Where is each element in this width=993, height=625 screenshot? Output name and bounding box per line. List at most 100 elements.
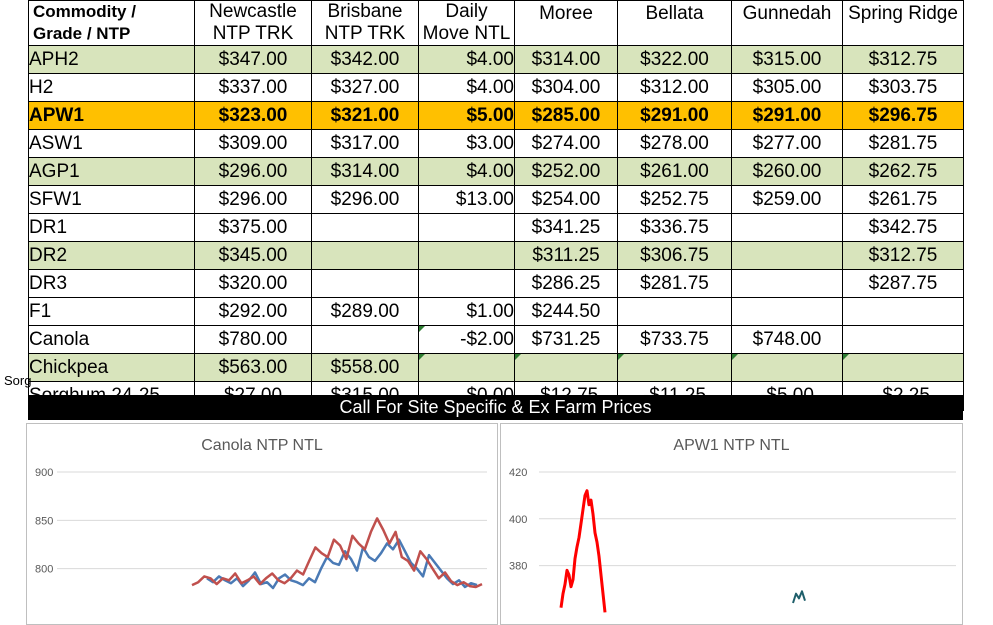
price-cell[interactable]: $291.00 xyxy=(617,101,732,130)
price-cell[interactable] xyxy=(617,297,732,326)
price-cell[interactable] xyxy=(731,213,843,242)
price-cell[interactable]: $252.00 xyxy=(514,157,618,186)
price-cell[interactable] xyxy=(311,241,419,270)
price-cell[interactable]: $337.00 xyxy=(194,73,312,102)
price-cell[interactable]: $321.00 xyxy=(311,101,419,130)
price-cell[interactable] xyxy=(842,325,964,354)
price-cell[interactable] xyxy=(418,269,515,298)
price-cell[interactable]: $558.00 xyxy=(311,353,419,382)
price-cell[interactable]: $260.00 xyxy=(731,157,843,186)
price-cell[interactable]: $342.75 xyxy=(842,213,964,242)
price-cell[interactable]: $274.00 xyxy=(514,129,618,158)
price-cell[interactable] xyxy=(418,213,515,242)
price-cell[interactable]: $4.00 xyxy=(418,45,515,74)
price-cell[interactable]: $314.00 xyxy=(311,157,419,186)
price-cell[interactable]: $748.00 xyxy=(731,325,843,354)
price-cell[interactable] xyxy=(311,269,419,298)
price-cell[interactable]: $296.00 xyxy=(311,185,419,214)
price-cell[interactable]: $296.00 xyxy=(194,185,312,214)
grade-cell[interactable]: AGP1 xyxy=(28,157,195,186)
price-cell[interactable]: $292.00 xyxy=(194,297,312,326)
price-cell[interactable] xyxy=(514,353,618,382)
price-cell[interactable]: $278.00 xyxy=(617,129,732,158)
grade-cell[interactable]: DR1 xyxy=(28,213,195,242)
header-brisbane[interactable]: Brisbane NTP TRK xyxy=(311,0,419,46)
price-cell[interactable]: $289.00 xyxy=(311,297,419,326)
price-cell[interactable]: $305.00 xyxy=(731,73,843,102)
price-cell[interactable]: $311.25 xyxy=(514,241,618,270)
price-cell[interactable]: $309.00 xyxy=(194,129,312,158)
price-cell[interactable] xyxy=(311,213,419,242)
price-cell[interactable]: $327.00 xyxy=(311,73,419,102)
grade-cell[interactable]: ASW1 xyxy=(28,129,195,158)
grade-cell[interactable]: Chickpea xyxy=(28,353,195,382)
price-cell[interactable]: $296.00 xyxy=(194,157,312,186)
price-cell[interactable]: $296.75 xyxy=(842,101,964,130)
price-cell[interactable]: $244.50 xyxy=(514,297,618,326)
price-cell[interactable]: $1.00 xyxy=(418,297,515,326)
price-cell[interactable]: $285.00 xyxy=(514,101,618,130)
price-cell[interactable]: $281.75 xyxy=(617,269,732,298)
price-cell[interactable]: $262.75 xyxy=(842,157,964,186)
price-cell[interactable]: $780.00 xyxy=(194,325,312,354)
grade-cell[interactable]: F1 xyxy=(28,297,195,326)
price-cell[interactable] xyxy=(731,269,843,298)
price-cell[interactable]: $259.00 xyxy=(731,185,843,214)
price-cell[interactable]: -$2.00 xyxy=(418,325,515,354)
price-cell[interactable]: $312.75 xyxy=(842,241,964,270)
header-moree[interactable]: Moree xyxy=(514,0,618,46)
price-cell[interactable]: $281.75 xyxy=(842,129,964,158)
price-cell[interactable]: $252.75 xyxy=(617,185,732,214)
grade-cell[interactable]: H2 xyxy=(28,73,195,102)
price-cell[interactable]: $3.00 xyxy=(418,129,515,158)
price-cell[interactable]: $314.00 xyxy=(514,45,618,74)
price-cell[interactable]: $304.00 xyxy=(514,73,618,102)
price-cell[interactable] xyxy=(617,353,732,382)
price-cell[interactable]: $287.75 xyxy=(842,269,964,298)
price-cell[interactable]: $317.00 xyxy=(311,129,419,158)
header-bellata[interactable]: Bellata xyxy=(617,0,732,46)
price-cell[interactable] xyxy=(842,297,964,326)
price-cell[interactable]: $345.00 xyxy=(194,241,312,270)
price-cell[interactable]: $13.00 xyxy=(418,185,515,214)
price-cell[interactable]: $323.00 xyxy=(194,101,312,130)
price-cell[interactable] xyxy=(731,241,843,270)
price-cell[interactable] xyxy=(311,325,419,354)
price-cell[interactable]: $261.75 xyxy=(842,185,964,214)
header-gunnedah[interactable]: Gunnedah xyxy=(731,0,843,46)
price-cell[interactable]: $312.00 xyxy=(617,73,732,102)
price-cell[interactable]: $306.75 xyxy=(617,241,732,270)
price-cell[interactable]: $341.25 xyxy=(514,213,618,242)
header-commodity[interactable]: Commodity / Grade / NTP xyxy=(28,0,195,46)
price-cell[interactable]: $336.75 xyxy=(617,213,732,242)
grade-cell[interactable]: DR2 xyxy=(28,241,195,270)
price-cell[interactable] xyxy=(731,297,843,326)
price-cell[interactable]: $375.00 xyxy=(194,213,312,242)
price-cell[interactable]: $731.25 xyxy=(514,325,618,354)
price-cell[interactable]: $312.75 xyxy=(842,45,964,74)
grade-cell[interactable]: APW1 xyxy=(28,101,195,130)
grade-cell[interactable]: SFW1 xyxy=(28,185,195,214)
price-cell[interactable]: $315.00 xyxy=(731,45,843,74)
header-daily-move[interactable]: Daily Move NTL xyxy=(418,0,515,46)
price-cell[interactable]: $286.25 xyxy=(514,269,618,298)
price-cell[interactable]: $342.00 xyxy=(311,45,419,74)
grade-cell[interactable]: Canola xyxy=(28,325,195,354)
price-cell[interactable]: $563.00 xyxy=(194,353,312,382)
price-cell[interactable] xyxy=(842,353,964,382)
price-cell[interactable]: $254.00 xyxy=(514,185,618,214)
price-cell[interactable]: $347.00 xyxy=(194,45,312,74)
header-newcastle[interactable]: Newcastle NTP TRK xyxy=(194,0,312,46)
price-cell[interactable]: $291.00 xyxy=(731,101,843,130)
price-cell[interactable] xyxy=(418,241,515,270)
grade-cell[interactable]: DR3 xyxy=(28,269,195,298)
price-cell[interactable]: $5.00 xyxy=(418,101,515,130)
price-cell[interactable]: $733.75 xyxy=(617,325,732,354)
grade-cell[interactable]: APH2 xyxy=(28,45,195,74)
price-cell[interactable]: $303.75 xyxy=(842,73,964,102)
header-spring-ridge[interactable]: Spring Ridge xyxy=(842,0,964,46)
price-cell[interactable]: $277.00 xyxy=(731,129,843,158)
price-cell[interactable] xyxy=(731,353,843,382)
price-cell[interactable]: $4.00 xyxy=(418,73,515,102)
price-cell[interactable]: $261.00 xyxy=(617,157,732,186)
